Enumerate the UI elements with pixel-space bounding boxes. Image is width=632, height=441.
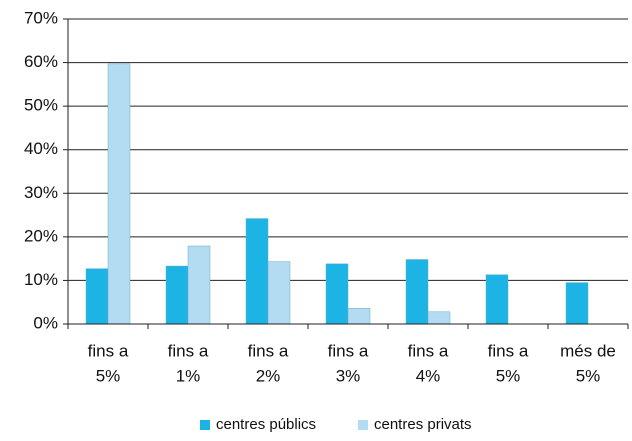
y-tick-label: 40%	[24, 139, 58, 158]
bar	[245, 218, 269, 325]
bar	[565, 282, 589, 325]
x-tick-label: 1%	[176, 366, 201, 385]
legend-swatch	[200, 420, 210, 430]
bar	[267, 261, 291, 325]
legend-label: centres públics	[216, 416, 316, 433]
y-tick-label: 0%	[33, 313, 58, 332]
legend-swatch	[358, 420, 368, 430]
x-tick-label: fins a	[408, 341, 449, 360]
bar	[107, 63, 131, 325]
x-tick-label: més de	[560, 341, 616, 360]
bar	[405, 259, 429, 325]
x-tick-label: fins a	[248, 341, 289, 360]
x-tick-label: fins a	[88, 341, 129, 360]
x-tick-label: 3%	[336, 366, 361, 385]
bar	[187, 245, 211, 325]
x-tick-label: fins a	[488, 341, 529, 360]
bar	[85, 268, 109, 325]
x-tick-label: 2%	[256, 366, 281, 385]
x-tick-label: 4%	[416, 366, 441, 385]
x-tick-label: 5%	[96, 366, 121, 385]
y-tick-label: 50%	[24, 96, 58, 115]
bar	[325, 263, 349, 325]
y-tick-label: 20%	[24, 226, 58, 245]
y-tick-label: 10%	[24, 270, 58, 289]
x-tick-label: 5%	[576, 366, 601, 385]
bar	[427, 311, 451, 325]
bar	[485, 274, 509, 325]
bar	[347, 308, 371, 325]
y-tick-label: 60%	[24, 52, 58, 71]
y-tick-label: 70%	[24, 8, 58, 27]
x-tick-label: fins a	[168, 341, 209, 360]
legend-label: centres privats	[374, 416, 472, 433]
x-tick-label: 5%	[496, 366, 521, 385]
y-tick-label: 30%	[24, 183, 58, 202]
x-tick-label: fins a	[328, 341, 369, 360]
bar	[165, 265, 189, 325]
